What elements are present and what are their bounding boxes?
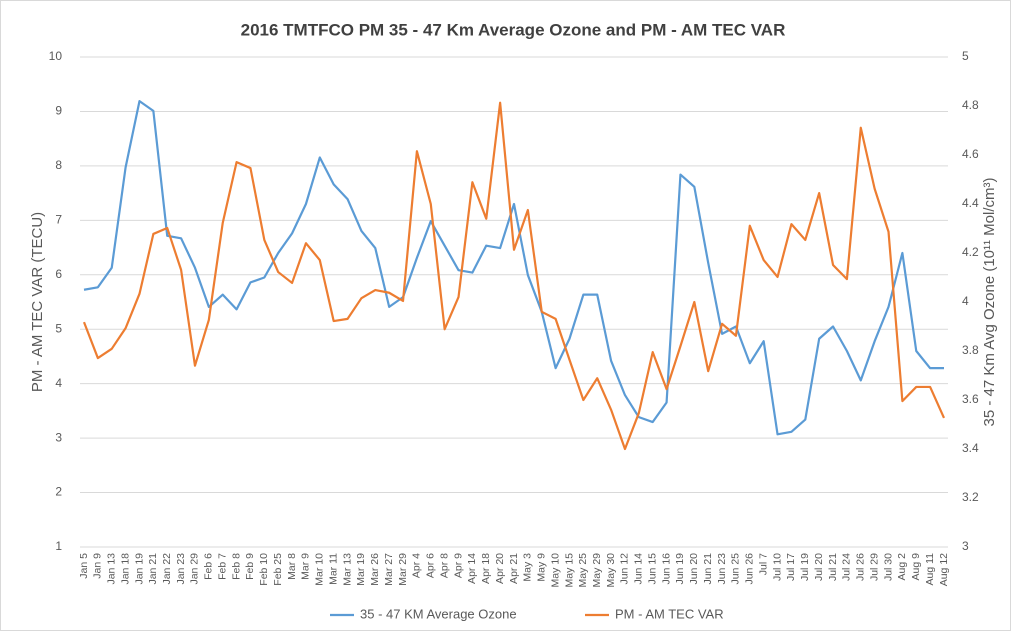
x-tick-label: Jan 13 <box>106 553 118 585</box>
x-tick-label: May 25 <box>577 553 589 588</box>
line-series <box>83 99 944 436</box>
x-tick-label: Feb 6 <box>203 553 215 580</box>
x-tick-label: Jan 22 <box>161 553 173 585</box>
y-tick-label: 9 <box>55 104 62 118</box>
y2-tick-label: 4 <box>962 294 969 308</box>
x-tick-label: Feb 9 <box>244 553 256 580</box>
line-series <box>82 101 946 451</box>
x-tick-label: Feb 8 <box>230 553 242 580</box>
x-tick-label: Mar 10 <box>314 553 326 586</box>
x-tick-label: May 9 <box>536 553 548 582</box>
x-tick-label: Feb 7 <box>216 553 228 580</box>
y2-tick-label: 4.6 <box>962 147 979 161</box>
x-tick-label: Apr 21 <box>508 553 520 584</box>
x-tick-label: Jul 20 <box>813 553 825 581</box>
x-tick-label: Jun 19 <box>674 553 686 585</box>
x-tick-label: Apr 9 <box>452 553 464 578</box>
y-tick-label: 4 <box>55 376 62 390</box>
x-tick-label: Apr 6 <box>425 553 437 578</box>
x-tick-label: Feb 25 <box>272 553 284 586</box>
x-tick-label: Mar 13 <box>341 553 353 586</box>
x-tick-label: Apr 8 <box>438 553 450 578</box>
x-tick-label: Jun 21 <box>702 553 714 585</box>
y2-tick-label: 4.4 <box>962 196 979 210</box>
x-tick-label: Apr 20 <box>494 553 506 584</box>
x-tick-label: Apr 14 <box>466 553 478 584</box>
x-tick-label: Jul 26 <box>855 553 867 581</box>
x-tick-label: Jun 14 <box>633 553 645 585</box>
x-tick-label: Jul 29 <box>868 553 880 581</box>
x-tick-label: Jan 19 <box>133 553 145 585</box>
legend-label: PM - AM TEC VAR <box>615 606 724 621</box>
y-tick-label: 1 <box>55 539 62 553</box>
y-tick-label: 10 <box>49 49 63 63</box>
y2-tick-label: 4.8 <box>962 98 979 112</box>
y2-tick-label: 3.2 <box>962 490 979 504</box>
x-tick-label: Apr 18 <box>480 553 492 584</box>
y2-tick-label: 4.2 <box>962 245 979 259</box>
y2-tick-label: 3 <box>962 539 969 553</box>
x-tick-label: Jan 18 <box>119 553 131 585</box>
x-tick-label: Aug 11 <box>924 553 936 586</box>
y2-tick-label: 3.4 <box>962 441 979 455</box>
x-tick-label: Aug 2 <box>896 553 908 581</box>
x-tick-label: Jun 23 <box>716 553 728 585</box>
x-tick-label: May 30 <box>605 553 617 588</box>
x-tick-label: Jun 12 <box>619 553 631 585</box>
x-tick-label: Jan 9 <box>92 553 104 579</box>
y2-axis-label: 35 - 47 Km Avg Ozone (10¹¹ Mol/cm³) <box>981 178 998 427</box>
x-tick-label: Feb 10 <box>258 553 270 586</box>
x-tick-label: Jun 16 <box>660 553 672 585</box>
x-tick-label: Jul 19 <box>799 553 811 581</box>
x-tick-label: Jan 21 <box>147 553 159 585</box>
x-tick-label: Jan 23 <box>175 553 187 585</box>
y-tick-label: 2 <box>55 485 62 499</box>
x-tick-label: Jul 30 <box>882 553 894 581</box>
x-tick-label: Jul 7 <box>757 553 769 575</box>
y-tick-label: 6 <box>55 267 62 281</box>
x-tick-label: May 29 <box>591 553 603 588</box>
x-tick-label: May 3 <box>522 553 534 582</box>
x-tick-label: Jul 17 <box>785 553 797 581</box>
y-tick-label: 8 <box>55 158 62 172</box>
y-tick-label: 7 <box>55 213 62 227</box>
y-tick-label: 3 <box>55 430 62 444</box>
x-tick-label: Jun 26 <box>744 553 756 585</box>
x-tick-label: May 10 <box>549 553 561 588</box>
x-tick-label: Mar 27 <box>383 553 395 586</box>
x-tick-label: Jan 29 <box>189 553 201 585</box>
x-tick-label: Jun 25 <box>730 553 742 585</box>
y2-tick-label: 5 <box>962 49 969 63</box>
x-tick-label: Jun 20 <box>688 553 700 585</box>
x-tick-label: Mar 9 <box>300 553 312 580</box>
y2-tick-label: 3.6 <box>962 392 979 406</box>
y-tick-label: 5 <box>55 321 62 335</box>
x-tick-label: May 15 <box>563 553 575 588</box>
x-tick-label: Mar 29 <box>397 553 409 586</box>
x-tick-label: Jun 15 <box>646 553 658 585</box>
x-tick-label: Aug 12 <box>938 553 950 586</box>
x-tick-label: Mar 19 <box>355 553 367 586</box>
x-tick-label: Jul 24 <box>841 553 853 581</box>
x-tick-label: Mar 26 <box>369 553 381 586</box>
x-tick-label: Apr 4 <box>411 553 423 578</box>
x-tick-label: Jul 21 <box>827 553 839 581</box>
x-tick-label: Jul 10 <box>771 553 783 581</box>
legend-label: 35 - 47 KM Average Ozone <box>360 606 517 621</box>
x-tick-label: Aug 9 <box>910 553 922 581</box>
x-tick-label: Mar 8 <box>286 553 298 580</box>
x-tick-label: Jan 5 <box>78 553 90 579</box>
x-tick-label: Mar 11 <box>327 553 339 585</box>
y-axis-label: PM - AM TEC VAR (TECU) <box>29 212 46 392</box>
y2-tick-label: 3.8 <box>962 343 979 357</box>
chart-title: 2016 TMTFCO PM 35 - 47 Km Average Ozone … <box>241 20 786 39</box>
